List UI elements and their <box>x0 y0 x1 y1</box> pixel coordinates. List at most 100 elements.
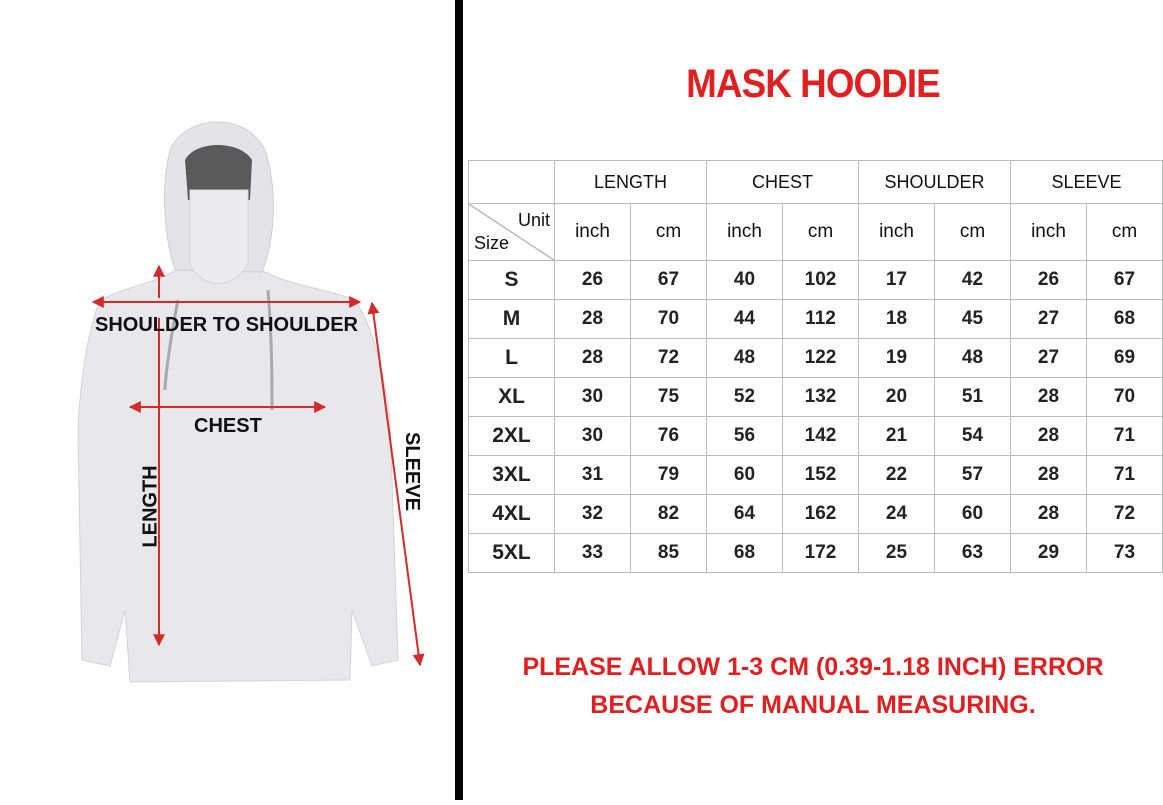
unit-cell: inch <box>554 203 631 261</box>
value-cell: 25 <box>858 533 935 573</box>
value-cell: 132 <box>782 377 859 417</box>
size-cell: S <box>468 260 555 300</box>
value-cell: 19 <box>858 338 935 378</box>
size-cell: 2XL <box>468 416 555 456</box>
measurement-arrows <box>91 264 425 667</box>
sleeve-label: SLEEVE <box>400 432 423 511</box>
value-cell: 67 <box>1086 260 1163 300</box>
size-label: Size <box>474 233 510 253</box>
table-row: 5XL 33 85 68 172 25 63 29 73 <box>468 533 1163 573</box>
value-cell: 69 <box>1086 338 1163 378</box>
size-cell: 4XL <box>468 494 555 534</box>
value-cell: 122 <box>782 338 859 378</box>
value-cell: 75 <box>630 377 707 417</box>
value-cell: 48 <box>706 338 783 378</box>
value-cell: 28 <box>1010 455 1087 495</box>
value-cell: 68 <box>706 533 783 573</box>
value-cell: 76 <box>630 416 707 456</box>
value-cell: 67 <box>630 260 707 300</box>
value-cell: 60 <box>706 455 783 495</box>
unit-cell: cm <box>1086 203 1163 261</box>
unit-cell: inch <box>706 203 783 261</box>
value-cell: 142 <box>782 416 859 456</box>
value-cell: 56 <box>706 416 783 456</box>
value-cell: 152 <box>782 455 859 495</box>
value-cell: 44 <box>706 299 783 339</box>
value-cell: 70 <box>630 299 707 339</box>
value-cell: 54 <box>934 416 1011 456</box>
value-cell: 72 <box>1086 494 1163 534</box>
value-cell: 30 <box>554 416 631 456</box>
value-cell: 64 <box>706 494 783 534</box>
value-cell: 42 <box>934 260 1011 300</box>
value-cell: 28 <box>554 299 631 339</box>
value-cell: 85 <box>630 533 707 573</box>
unit-label: Unit <box>517 210 550 230</box>
table-row: 3XL 31 79 60 152 22 57 28 71 <box>468 455 1163 495</box>
value-cell: 52 <box>706 377 783 417</box>
note-line-1: PLEASE ALLOW 1-3 CM (0.39-1.18 INCH) ERR… <box>522 653 1104 681</box>
value-cell: 17 <box>858 260 935 300</box>
size-table: LENGTH CHEST SHOULDER SLEEVE Unit Size i… <box>468 160 1163 573</box>
value-cell: 28 <box>1010 494 1087 534</box>
value-cell: 40 <box>706 260 783 300</box>
value-cell: 21 <box>858 416 935 456</box>
hoodie-diagram: SHOULDER TO SHOULDER CHEST LENGTH SLEEVE <box>0 0 455 800</box>
hoodie-body <box>77 121 399 683</box>
group-chest: CHEST <box>706 160 859 204</box>
corner-cell: Unit Size <box>468 203 555 261</box>
page-title: MASK HOODIE <box>686 62 941 106</box>
group-header-row: LENGTH CHEST SHOULDER SLEEVE <box>468 160 1163 204</box>
size-cell: 5XL <box>468 533 555 573</box>
value-cell: 26 <box>1010 260 1087 300</box>
value-cell: 60 <box>934 494 1011 534</box>
value-cell: 73 <box>1086 533 1163 573</box>
value-cell: 57 <box>934 455 1011 495</box>
table-row: 2XL 30 76 56 142 21 54 28 71 <box>468 416 1163 456</box>
value-cell: 22 <box>858 455 935 495</box>
value-cell: 79 <box>630 455 707 495</box>
value-cell: 30 <box>554 377 631 417</box>
size-cell: M <box>468 299 555 339</box>
value-cell: 28 <box>1010 377 1087 417</box>
hoodie-illustration <box>77 121 425 683</box>
length-label: LENGTH <box>139 465 162 548</box>
value-cell: 26 <box>554 260 631 300</box>
unit-cell: cm <box>934 203 1011 261</box>
table-row: S 26 67 40 102 17 42 26 67 <box>468 260 1163 300</box>
sleeve-arrow <box>367 301 425 667</box>
value-cell: 29 <box>1010 533 1087 573</box>
value-cell: 68 <box>1086 299 1163 339</box>
value-cell: 27 <box>1010 299 1087 339</box>
unit-header-row: Unit Size inch cm inch cm inch cm inch cm <box>468 203 1163 261</box>
divider <box>455 0 463 800</box>
value-cell: 112 <box>782 299 859 339</box>
table-row: 4XL 32 82 64 162 24 60 28 72 <box>468 494 1163 534</box>
value-cell: 45 <box>934 299 1011 339</box>
unit-cell: inch <box>1010 203 1087 261</box>
table-row: L 28 72 48 122 19 48 27 69 <box>468 338 1163 378</box>
size-cell: XL <box>468 377 555 417</box>
value-cell: 172 <box>782 533 859 573</box>
measurement-note: PLEASE ALLOW 1-3 CM (0.39-1.18 INCH) ERR… <box>463 648 1163 724</box>
value-cell: 28 <box>554 338 631 378</box>
unit-cell: inch <box>858 203 935 261</box>
value-cell: 32 <box>554 494 631 534</box>
size-cell: L <box>468 338 555 378</box>
value-cell: 31 <box>554 455 631 495</box>
group-shoulder: SHOULDER <box>858 160 1011 204</box>
value-cell: 24 <box>858 494 935 534</box>
note-line-2: BECAUSE OF MANUAL MEASURING. <box>590 691 1036 719</box>
unit-cell: cm <box>630 203 707 261</box>
value-cell: 162 <box>782 494 859 534</box>
corner-blank <box>468 160 555 204</box>
value-cell: 18 <box>858 299 935 339</box>
value-cell: 28 <box>1010 416 1087 456</box>
value-cell: 33 <box>554 533 631 573</box>
value-cell: 72 <box>630 338 707 378</box>
shoulder-label: SHOULDER TO SHOULDER <box>95 314 358 336</box>
group-length: LENGTH <box>554 160 707 204</box>
value-cell: 71 <box>1086 416 1163 456</box>
value-cell: 82 <box>630 494 707 534</box>
size-cell: 3XL <box>468 455 555 495</box>
